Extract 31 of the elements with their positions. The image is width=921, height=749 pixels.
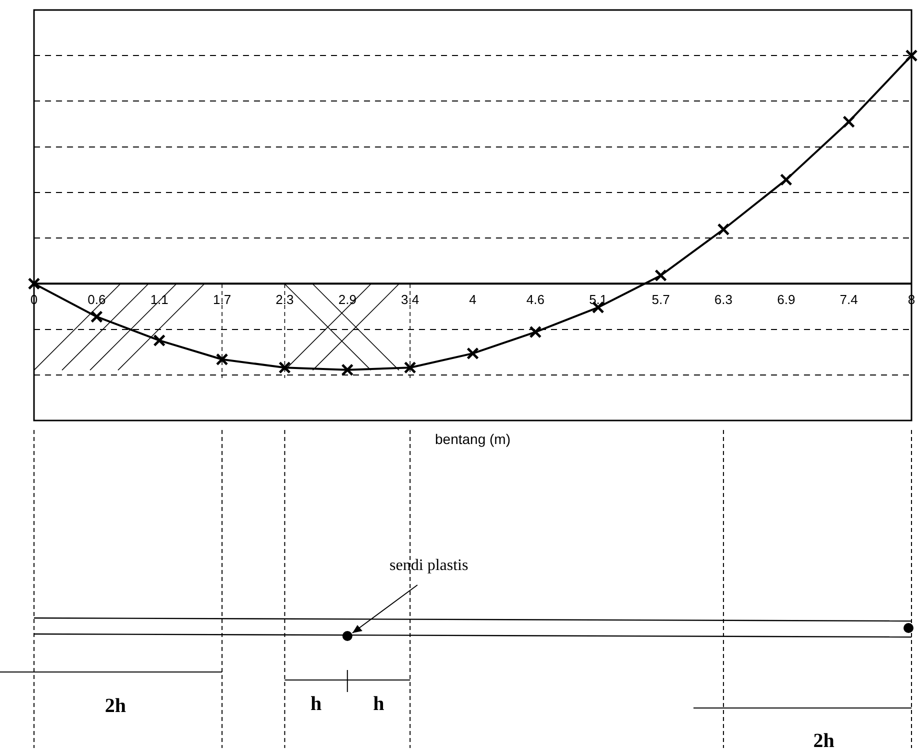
text: sendi plastis	[390, 557, 468, 575]
point	[278, 361, 291, 374]
point	[90, 310, 103, 323]
point	[216, 353, 228, 366]
x-tick-label: 2.9	[338, 292, 356, 308]
point	[466, 347, 479, 360]
point	[28, 277, 40, 290]
x-tick-label: 2.3	[276, 292, 294, 308]
text: h	[310, 693, 322, 716]
x-axis-title: bentang (m)	[435, 430, 510, 446]
point	[780, 173, 792, 186]
point	[404, 361, 416, 374]
x-tick-label: 7.4	[840, 292, 858, 308]
x-tick-label: 0.6	[88, 292, 106, 308]
x-tick-label: 5.7	[652, 292, 670, 308]
point	[654, 269, 667, 282]
x-tick-label: 1.7	[212, 292, 232, 308]
x-tick-label: 6.3	[714, 292, 733, 308]
point	[529, 326, 542, 338]
x-tick-label: 4.6	[526, 292, 544, 308]
text: h	[373, 693, 384, 716]
point	[717, 223, 730, 236]
point	[341, 364, 354, 376]
text: 2h	[104, 695, 126, 718]
point	[905, 49, 918, 62]
x-tick-label: 4	[469, 292, 476, 308]
text: 2h	[813, 730, 834, 749]
point	[153, 334, 166, 347]
x-tick-label: 3.4	[401, 292, 420, 308]
x-tick-label: 6.9	[777, 292, 796, 308]
point	[842, 116, 856, 128]
